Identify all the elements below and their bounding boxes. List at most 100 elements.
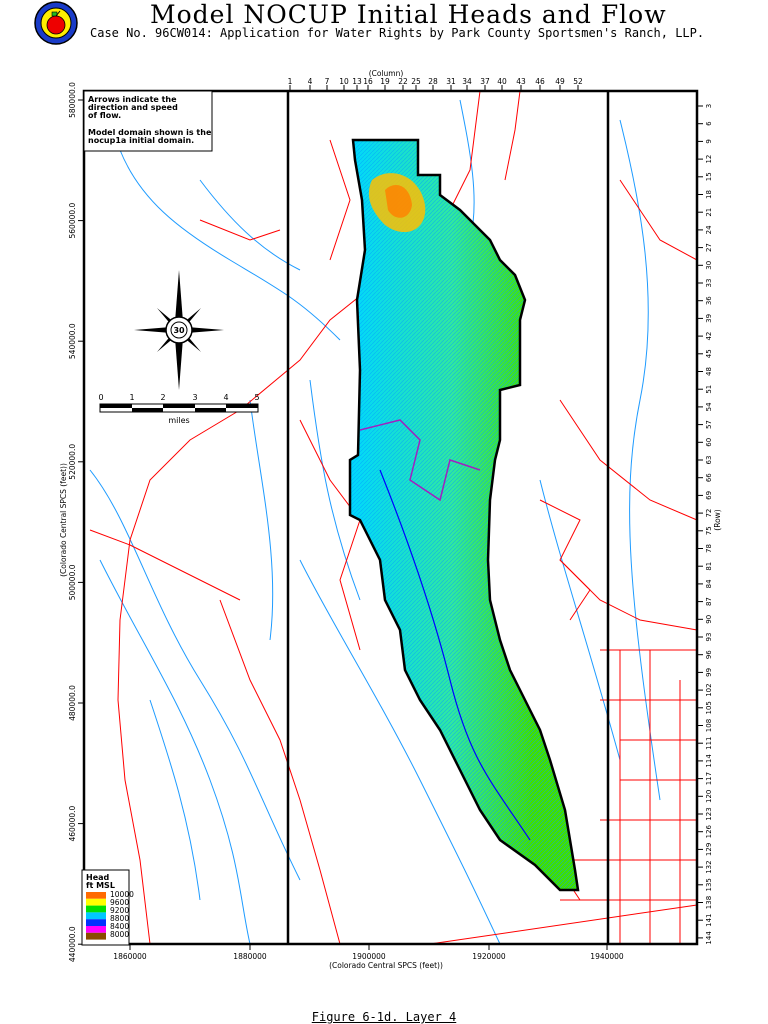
stream-line: [99, 559, 251, 945]
row-tick-label: 15: [705, 172, 713, 181]
scale-label: 2: [160, 393, 165, 402]
model-domain-boundary: [348, 138, 580, 892]
row-tick-label: 51: [705, 385, 713, 394]
head-legend: Head ft MSL 10000 9600 9200 8800 8400 80…: [81, 869, 134, 946]
stream-line: [119, 149, 341, 341]
row-tick-label: 60: [705, 438, 713, 447]
row-tick-label: 45: [705, 349, 713, 358]
row-tick-label: 138: [705, 896, 713, 909]
column-tick-label: 13: [352, 77, 362, 86]
y-tick-label: 480000.0: [68, 685, 77, 721]
column-tick-label: 22: [398, 77, 408, 86]
flow-arrows-field: [350, 140, 578, 890]
page-subtitle: Case No. 96CW014: Application for Water …: [90, 26, 705, 40]
legend-value: 9200: [110, 906, 129, 915]
x-tick-label: 1940000: [590, 952, 624, 961]
row-tick-label: 132: [705, 860, 713, 873]
note-line: of flow.: [88, 111, 121, 120]
legend-color-swatch: [86, 898, 106, 906]
road-line: [619, 179, 698, 261]
scale-label: 0: [98, 393, 103, 402]
y-tick-label: 560000.0: [68, 202, 77, 238]
legend-color-swatch: [86, 932, 106, 940]
column-tick-label: 46: [535, 77, 545, 86]
row-tick-label: 108: [705, 719, 713, 732]
y-tick-label: 460000.0: [68, 805, 77, 841]
column-tick-label: 37: [480, 77, 490, 86]
row-tick-label: 33: [705, 279, 713, 288]
row-tick-label: 42: [705, 332, 713, 341]
note-line: Model domain shown is the: [88, 128, 212, 137]
legend-color-swatch: [86, 919, 106, 926]
y-tick-label: 440000.0: [68, 926, 77, 962]
road-line: [199, 219, 281, 241]
model-map: 1 4 7 10 13 16 19 22 25 28 31 34 37 40 43 46 49 523691215…: [59, 69, 722, 970]
row-tick-label: 141: [705, 914, 713, 927]
stream-line: [89, 469, 301, 881]
row-tick-label: 30: [705, 261, 713, 270]
road-line: [219, 599, 341, 945]
row-tick-label: 126: [705, 824, 713, 838]
compass-rose-icon: 30: [134, 270, 224, 390]
stream-line: [199, 179, 301, 271]
row-tick-label: 96: [705, 650, 713, 659]
column-tick-label: 4: [308, 77, 313, 86]
row-tick-label: 105: [705, 701, 713, 714]
map-features: [89, 90, 698, 945]
legend-value: 9600: [110, 898, 129, 907]
scale-label: 4: [223, 393, 228, 402]
note-line: nocup1a initial domain.: [88, 136, 194, 145]
road-line: [619, 650, 681, 944]
row-tick-label: 24: [705, 225, 713, 234]
y-tick-label: 540000.0: [68, 323, 77, 359]
scale-label: 3: [192, 393, 197, 402]
column-tick-label: 16: [363, 77, 373, 86]
x-tick-label: 1860000: [113, 952, 147, 961]
legend-color-swatch: [86, 926, 106, 933]
column-axis-title: (Column): [369, 69, 404, 78]
row-axis-title: (Row): [713, 509, 722, 531]
column-tick-label: 7: [325, 77, 330, 86]
column-tick-label: 49: [555, 77, 565, 86]
row-tick-label: 99: [705, 668, 713, 677]
row-tick-label: 12: [705, 155, 713, 164]
stream-line: [149, 699, 201, 901]
road-line: [329, 139, 351, 261]
row-tick-label: 123: [705, 807, 713, 820]
row-tick-label: 6: [705, 121, 713, 126]
row-tick-label: 27: [705, 243, 713, 252]
row-tick-label: 78: [705, 544, 713, 553]
y-tick-label: 500000.0: [68, 564, 77, 600]
legend-unit: ft MSL: [86, 881, 115, 890]
river-line: [379, 469, 531, 841]
legend-value: 10000: [110, 890, 134, 899]
axes: 1 4 7 10 13 16 19 22 25 28 31 34 37 40 43 46 49 523691215…: [68, 77, 713, 962]
road-line: [559, 559, 698, 631]
note-line: direction and speed: [88, 103, 178, 112]
row-tick-label: 39: [705, 314, 713, 323]
row-tick-label: 75: [705, 526, 713, 535]
purple-contour: [359, 419, 481, 502]
row-tick-label: 57: [705, 420, 713, 429]
highest-head-zone: [385, 185, 412, 218]
row-tick-label: 111: [705, 737, 713, 750]
row-tick-label: 21: [705, 208, 713, 217]
scale-label: 5: [254, 393, 259, 402]
figure-caption-text: Figure 6-1d. Layer 4: [311, 1010, 457, 1024]
row-tick-label: 117: [705, 772, 713, 785]
column-tick-label: 34: [462, 77, 472, 86]
legend-title: Head: [86, 873, 110, 882]
row-tick-label: 63: [705, 456, 713, 465]
row-tick-label: 54: [705, 402, 713, 411]
svg-text:30: 30: [173, 326, 185, 335]
y-tick-label: 520000.0: [68, 444, 77, 480]
row-tick-label: 48: [705, 367, 713, 376]
row-tick-label: 129: [705, 843, 713, 856]
stream-line: [309, 379, 361, 601]
note-box: Arrows indicate the direction and speed …: [83, 90, 213, 152]
legend-color-swatch: [86, 912, 106, 920]
road-line: [504, 90, 521, 181]
scale-unit: miles: [168, 416, 189, 425]
road-line: [560, 649, 697, 901]
row-tick-label: 135: [705, 878, 713, 891]
